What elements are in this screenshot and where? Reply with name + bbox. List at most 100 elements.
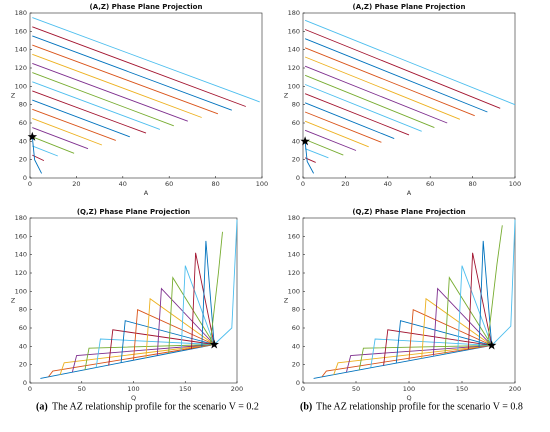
- trajectory: [32, 53, 202, 118]
- trajectory: [304, 111, 382, 143]
- trajectory: [432, 287, 493, 356]
- y-tick-label: 120: [288, 64, 300, 72]
- trajectory: [304, 129, 357, 151]
- y-axis-label: Z: [11, 92, 16, 100]
- y-axis-label: Z: [284, 297, 289, 305]
- trajectory: [31, 136, 43, 174]
- trajectory: [491, 219, 516, 346]
- x-tick-label: 0: [28, 180, 32, 188]
- x-tick-label: 40: [119, 180, 127, 188]
- y-tick-label: 20: [19, 156, 27, 164]
- trajectory: [180, 265, 215, 351]
- trajectory: [201, 240, 215, 348]
- trajectory: [84, 344, 215, 371]
- x-tick-label: 100: [403, 385, 415, 393]
- x-axis-label: Q: [131, 394, 136, 402]
- star-marker: [486, 340, 497, 350]
- trajectory: [32, 81, 161, 130]
- trajectory: [32, 17, 260, 103]
- x-tick-label: 0: [301, 385, 305, 393]
- trajectory: [32, 90, 147, 134]
- y-tick-label: 80: [292, 306, 300, 314]
- x-tick-label: 0: [301, 180, 305, 188]
- trajectory: [467, 252, 493, 350]
- y-tick-label: 180: [288, 9, 300, 17]
- plot-area: [29, 12, 263, 179]
- x-tick-label: 20: [72, 180, 80, 188]
- trajectory: [304, 19, 516, 106]
- y-tick-label: 140: [15, 251, 27, 259]
- x-tick-label: 20: [341, 180, 349, 188]
- x-axis-label: A: [144, 189, 149, 197]
- trajectory: [32, 127, 89, 150]
- x-tick-label: 60: [426, 180, 434, 188]
- y-tick-label: 60: [19, 324, 27, 332]
- trajectory: [358, 344, 492, 371]
- trajectory: [32, 62, 188, 122]
- y-tick-label: 80: [19, 306, 27, 314]
- y-tick-label: 0: [296, 379, 300, 387]
- trajectory: [133, 309, 215, 361]
- trajectory: [304, 29, 501, 109]
- trajectory: [304, 93, 410, 136]
- y-tick-label: 100: [288, 287, 300, 295]
- chart-title: (A,Z) Phase Plane Projection: [353, 3, 466, 11]
- trajectory: [71, 344, 215, 373]
- trajectory: [213, 219, 238, 345]
- x-tick-label: 100: [127, 385, 139, 393]
- trajectory: [486, 225, 503, 346]
- y-tick-label: 40: [19, 137, 27, 145]
- y-tick-label: 20: [292, 156, 300, 164]
- trajectory: [32, 117, 103, 146]
- y-tick-label: 180: [15, 9, 27, 17]
- trajectory: [59, 344, 215, 375]
- chart-title: (Q,Z) Phase Plane Projection: [77, 208, 190, 216]
- trajectory: [421, 297, 492, 359]
- y-tick-label: 120: [288, 269, 300, 277]
- trajectory: [168, 276, 215, 354]
- x-tick-label: 50: [352, 385, 360, 393]
- trajectory: [304, 148, 329, 159]
- trajectory: [383, 329, 492, 366]
- y-tick-label: 160: [288, 27, 300, 35]
- y-tick-label: 20: [292, 361, 300, 369]
- x-tick-label: 200: [509, 385, 521, 393]
- trajectory: [209, 231, 223, 346]
- caption-text: The AZ relationship profile for the scen…: [52, 401, 259, 412]
- x-tick-label: 80: [468, 180, 476, 188]
- y-tick-label: 180: [15, 214, 27, 222]
- x-tick-label: 100: [509, 180, 521, 188]
- trajectory: [304, 56, 461, 120]
- x-tick-label: 80: [211, 180, 219, 188]
- y-tick-label: 120: [15, 269, 27, 277]
- x-axis-label: Q: [406, 394, 411, 402]
- y-tick-label: 0: [296, 174, 300, 182]
- y-tick-label: 80: [292, 101, 300, 109]
- y-tick-label: 80: [19, 101, 27, 109]
- y-tick-label: 20: [19, 361, 27, 369]
- trajectory: [32, 26, 246, 107]
- x-tick-label: 0: [28, 385, 32, 393]
- y-tick-label: 60: [292, 119, 300, 127]
- trajectory: [304, 139, 344, 156]
- trajectory: [32, 136, 75, 154]
- trajectory: [304, 120, 369, 148]
- y-tick-label: 140: [288, 251, 300, 259]
- y-tick-label: 100: [15, 82, 27, 90]
- star-marker: [300, 136, 310, 146]
- trajectory: [313, 344, 492, 379]
- trajectory: [32, 44, 219, 115]
- trajectory: [444, 276, 493, 354]
- trajectory: [304, 74, 435, 129]
- star-marker: [209, 339, 219, 349]
- x-tick-label: 40: [384, 180, 392, 188]
- trajectory: [32, 145, 58, 157]
- x-tick-label: 150: [456, 385, 468, 393]
- y-tick-label: 160: [15, 27, 27, 35]
- y-axis-label: Z: [11, 297, 16, 305]
- x-tick-label: 50: [78, 385, 86, 393]
- plot-area: [302, 12, 516, 179]
- trajectory: [478, 240, 493, 348]
- trajectory: [95, 338, 215, 368]
- trajectory: [32, 72, 174, 127]
